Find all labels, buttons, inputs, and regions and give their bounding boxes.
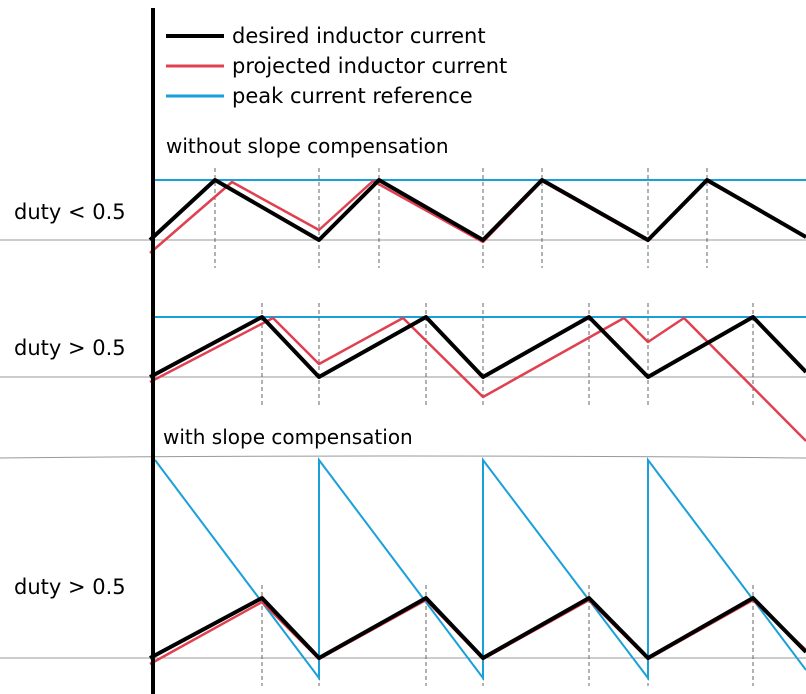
- compensated-reference-sawtooth: [154, 457, 806, 681]
- panel-duty-gt-half-uncompensated: [0, 303, 806, 442]
- panel-duty-lt-half: [0, 168, 806, 268]
- legend-label-projected: projected inductor current: [232, 54, 507, 78]
- desired-current-trace: [149, 315, 806, 379]
- section-title-with: with slope compensation: [163, 425, 413, 449]
- duty-label-c: duty > 0.5: [14, 575, 126, 599]
- period-markers: [261, 585, 754, 686]
- legend-label-reference: peak current reference: [232, 84, 473, 108]
- panel-duty-gt-half-compensated: [0, 455, 806, 686]
- projected-current-trace: [149, 316, 806, 442]
- projected-current-trace: [149, 179, 806, 254]
- duty-label-b: duty > 0.5: [14, 336, 126, 360]
- desired-current-trace: [149, 596, 806, 660]
- section-title-without: without slope compensation: [166, 134, 449, 158]
- legend-label-desired: desired inductor current: [232, 24, 486, 48]
- duty-label-a: duty < 0.5: [14, 200, 126, 224]
- legend: desired inductor current projected induc…: [166, 24, 507, 108]
- period-markers: [214, 168, 708, 268]
- desired-current-trace: [148, 178, 806, 242]
- section-divider: [0, 455, 806, 459]
